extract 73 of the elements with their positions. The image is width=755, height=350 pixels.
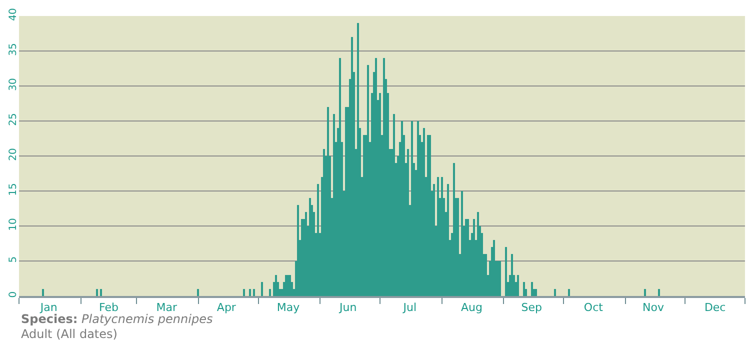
- bar: [367, 65, 369, 296]
- bar: [511, 254, 513, 296]
- bar: [523, 282, 525, 296]
- bar: [461, 191, 463, 296]
- bar: [345, 107, 347, 296]
- x-tick-label: Aug: [461, 301, 482, 314]
- bar: [554, 289, 556, 296]
- bar: [363, 135, 365, 296]
- bar: [269, 289, 271, 296]
- bar: [285, 275, 287, 296]
- bar: [407, 149, 409, 296]
- y-tick-label: 0: [8, 291, 19, 298]
- y-tick-label: 20: [8, 148, 19, 161]
- bar: [531, 282, 533, 296]
- y-tick-label: 5: [8, 256, 19, 263]
- bar: [309, 198, 311, 296]
- x-tick-label: Oct: [584, 301, 604, 314]
- bar: [333, 114, 335, 296]
- text: Species: Platycnemis pennipes: [21, 312, 213, 326]
- bar: [243, 289, 245, 296]
- bar: [297, 205, 299, 296]
- bar: [429, 135, 431, 296]
- bar: [473, 219, 475, 296]
- y-tick-label: 40: [8, 8, 19, 21]
- x-tick-label: Jun: [338, 301, 357, 314]
- bar: [457, 198, 459, 296]
- x-tick-label: Dec: [704, 301, 726, 314]
- bar: [327, 107, 329, 296]
- y-tick-label: 30: [8, 78, 19, 91]
- bar: [467, 219, 469, 296]
- text: Adult (All dates): [21, 327, 118, 341]
- y-tick-label: 10: [8, 218, 19, 231]
- bar: [477, 212, 479, 296]
- x-tick-label: Sep: [521, 301, 542, 314]
- bar: [275, 275, 277, 296]
- bar: [453, 163, 455, 296]
- bar: [417, 121, 419, 296]
- y-tick-label: 35: [8, 43, 19, 56]
- bar: [411, 121, 413, 296]
- x-tick-label: Jan: [39, 301, 58, 314]
- x-tick-label: May: [276, 301, 300, 314]
- x-tick-label: Nov: [642, 301, 664, 314]
- bar: [447, 184, 449, 296]
- bar: [427, 135, 429, 296]
- bar: [197, 289, 199, 296]
- bar: [249, 289, 251, 296]
- bar: [289, 275, 291, 296]
- x-tick-label: Jul: [402, 301, 417, 314]
- bar: [568, 289, 570, 296]
- bar: [535, 289, 537, 296]
- bar: [433, 184, 435, 296]
- bar: [383, 58, 385, 296]
- bar: [437, 177, 439, 296]
- y-tick-label: 15: [8, 183, 19, 196]
- bar: [357, 23, 359, 296]
- bar: [505, 247, 507, 296]
- bar: [644, 289, 646, 296]
- bar: [317, 184, 319, 296]
- bar: [423, 128, 425, 296]
- bar: [493, 240, 495, 296]
- bar: [658, 289, 660, 296]
- bar: [301, 219, 303, 296]
- x-tick-label: Mar: [156, 301, 178, 314]
- bar: [499, 261, 501, 296]
- bar: [253, 289, 255, 296]
- bar: [517, 275, 519, 296]
- bar: [393, 114, 395, 296]
- bar: [485, 254, 487, 296]
- x-tick-label: Apr: [216, 301, 236, 314]
- bar: [261, 282, 263, 296]
- bar: [339, 58, 341, 296]
- x-tick-label: Feb: [99, 301, 118, 314]
- y-tick-label: 25: [8, 113, 19, 126]
